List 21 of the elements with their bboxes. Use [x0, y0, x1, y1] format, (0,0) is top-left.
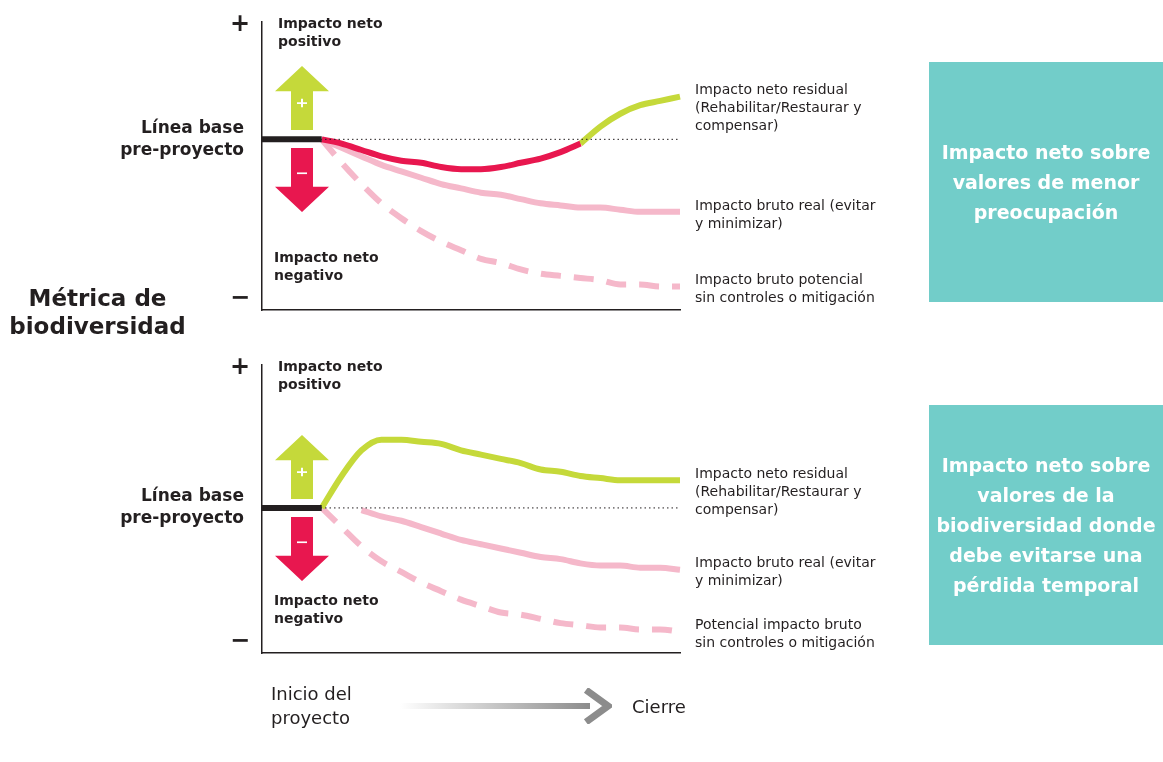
series-label: Impacto neto residual (Rehabilitar/Restaurar y compensar) — [695, 81, 862, 134]
series-label: Impacto neto residual (Rehabilitar/Restaurar y compensar) — [695, 464, 862, 517]
text: Cierre — [632, 695, 687, 719]
series-label: Impacto bruto real (evitar y minimizar) — [695, 196, 876, 231]
annotation: Impacto neto negativo — [274, 591, 380, 627]
text: + — [228, 352, 252, 380]
text: Impacto neto positivo — [278, 357, 384, 393]
series-label: Impacto bruto potencial sin controles o mitigación — [695, 271, 875, 306]
text: Impacto neto sobre valores de menor preocupación — [929, 62, 1163, 302]
ref-line-label: Línea base pre-proyecto — [120, 116, 244, 159]
text: − — [228, 626, 252, 654]
y-axis-title: Métrica de biodiversidad — [8, 284, 187, 340]
text: − — [228, 283, 252, 311]
text: + — [228, 9, 252, 37]
series-label: Impacto bruto real (evitar y minimizar) — [695, 554, 876, 589]
series-label: Potencial impacto bruto sin controles o mitigación — [695, 616, 875, 651]
ref-line-label: Línea base pre-proyecto — [120, 485, 244, 528]
text: Impacto neto positivo — [278, 14, 384, 50]
annotation: Impacto neto negativo — [274, 248, 380, 284]
text: Impacto neto sobre valores de la biodiversidad donde debe evitarse una pérdida temporal — [929, 405, 1163, 645]
text: Inicio del proyecto — [271, 682, 353, 730]
